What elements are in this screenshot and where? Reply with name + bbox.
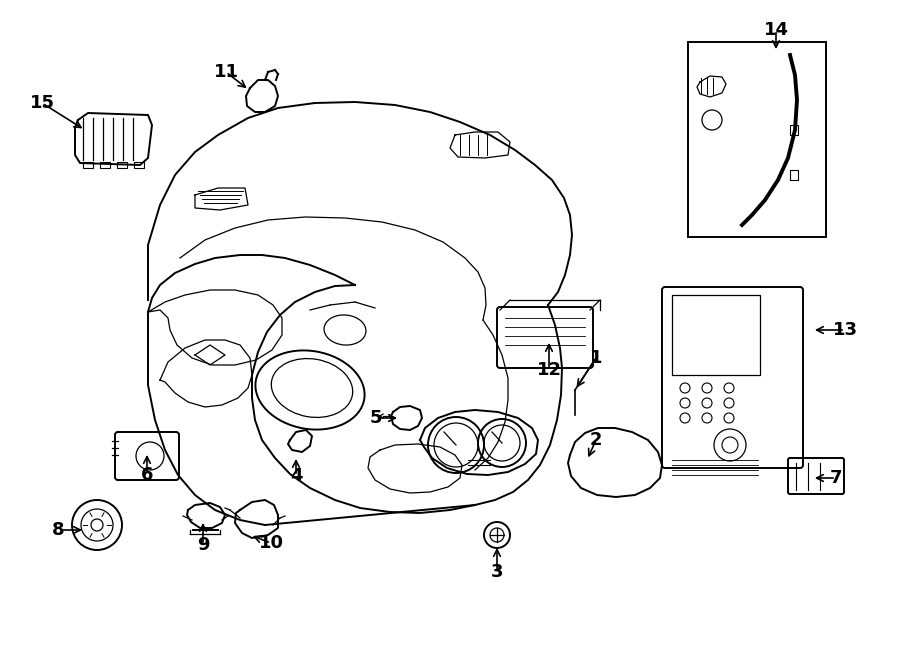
Text: 9: 9 — [197, 536, 209, 554]
Bar — [100, 162, 110, 168]
Text: 5: 5 — [370, 409, 382, 427]
Text: 3: 3 — [491, 563, 503, 581]
Text: 12: 12 — [536, 361, 562, 379]
Text: 15: 15 — [30, 94, 55, 112]
Bar — [672, 295, 760, 375]
Text: 6: 6 — [140, 466, 153, 484]
Bar — [790, 170, 798, 180]
Text: 13: 13 — [832, 321, 858, 339]
Text: 10: 10 — [258, 534, 284, 552]
Bar — [134, 162, 144, 168]
Bar — [83, 162, 93, 168]
Text: 14: 14 — [763, 21, 788, 39]
Bar — [117, 162, 127, 168]
Bar — [790, 125, 798, 135]
Text: 1: 1 — [590, 349, 602, 367]
Text: 2: 2 — [590, 431, 602, 449]
Text: 8: 8 — [51, 521, 64, 539]
Text: 4: 4 — [290, 467, 302, 485]
Bar — [688, 42, 826, 237]
Text: 7: 7 — [830, 469, 842, 487]
Text: 11: 11 — [213, 63, 238, 81]
